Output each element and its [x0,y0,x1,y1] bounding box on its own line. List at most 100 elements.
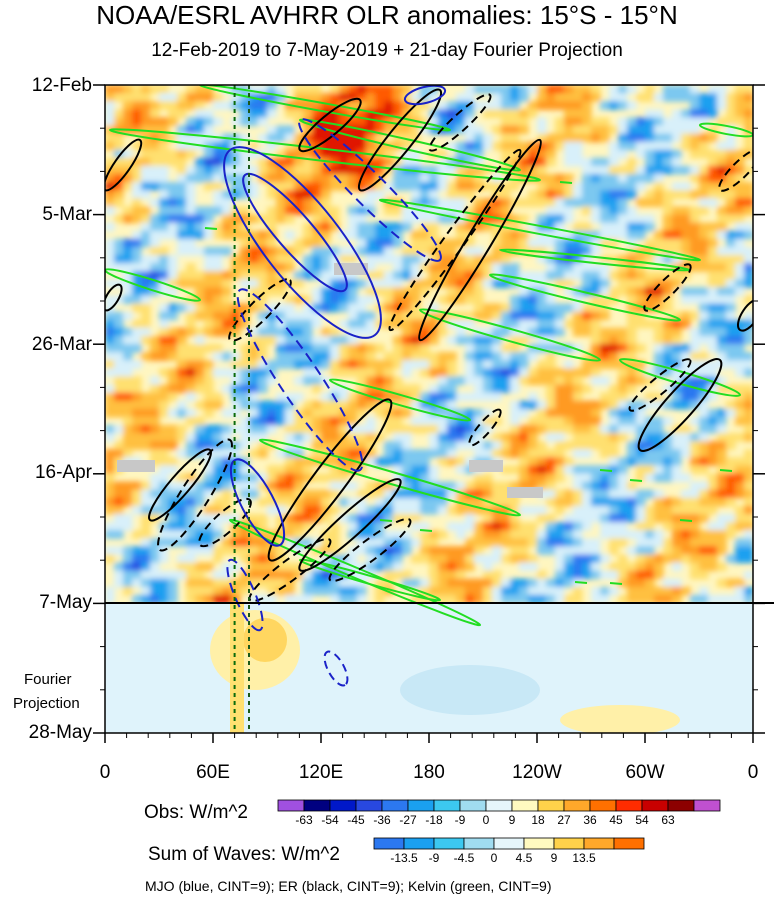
missing-block-3 [507,487,543,498]
wavTicks-label-2: -4.5 [453,851,475,865]
kelvin-contour-8 [258,438,522,517]
wavBar-box-4 [493,837,525,850]
obsTicks-label-4: -27 [399,813,417,827]
er-contour-15 [468,408,502,447]
kelvin-contour-11 [298,558,442,602]
obsBar-box-2 [329,799,357,812]
wavBar-box-3 [463,837,495,850]
obsBar-box-7 [459,799,487,812]
wavTicks-label-6: 13.5 [572,851,596,865]
waves-colorbar [373,837,645,850]
kelvin-contour-6 [489,273,681,322]
er-contour-11 [267,398,393,562]
missing-data-blocks [117,263,543,498]
mjo-contour-5 [226,558,264,632]
er-contour-16 [248,537,332,603]
x-label-180: 180 [413,762,445,783]
obsBar-box-1 [303,799,331,812]
obsBar-box-6 [433,799,461,812]
obsBar-box-4 [381,799,409,812]
er-contour-8 [718,148,753,192]
y-label-12-feb: 12-Feb [31,75,92,96]
wavTicks-label-3: 0 [490,851,498,865]
waves-colorbar-title: Sum of Waves: W/m^2 [148,844,340,865]
kelvin-dash-9 [679,519,693,522]
kelvin-contour-0 [109,128,541,182]
wavBar-box-7 [583,837,615,850]
obsBar-box-12 [589,799,617,812]
kelvin-dash-1 [599,469,613,472]
obsBar-box-10 [537,799,565,812]
wavBar-box-0 [373,837,405,850]
projection-label-2: Projection [13,695,80,712]
obs-anomaly-field [105,85,753,604]
obsTicks-label-9: 18 [531,813,545,827]
kelvin-contours [105,85,753,627]
obsTicks-label-11: 36 [583,813,597,827]
er-contour-10 [148,448,212,522]
er-contour-2 [357,88,443,192]
kelvin-dash-3 [419,529,433,532]
er-contour-13 [328,517,412,583]
obsTicks-label-7: 0 [482,813,490,827]
kelvin-dash-6 [574,581,588,584]
y-label-26-mar: 26-Mar [31,334,92,355]
mjo-contour-2 [236,288,364,472]
y-label-28-may: 28-May [28,722,92,743]
kelvin-dash-2 [629,479,643,482]
x-label-120e: 120E [298,762,344,783]
mjo-contour-3 [298,118,442,262]
wavBar-box-6 [553,837,585,850]
er-contour-0 [418,138,542,342]
obsBar-box-5 [407,799,435,812]
kelvin-dash-0 [559,181,573,184]
obsBar-box-8 [485,799,513,812]
obsTicks-label-10: 27 [557,813,571,827]
er-contour-9 [157,438,233,552]
er-contour-3 [428,93,492,152]
kelvin-dash-8 [719,469,733,472]
obsTicks-label-0: -63 [295,813,313,827]
er-contour-6 [643,263,692,312]
er-contour-17 [298,97,362,153]
er-contour-7 [737,298,753,332]
kelvin-dash-7 [609,582,623,585]
er-contour-4 [637,358,723,452]
obsBar-box-11 [563,799,591,812]
kelvin-dash-5 [204,227,218,230]
kelvin-contour-7 [618,358,742,397]
legend-footer: MJO (blue, CINT=9); ER (black, CINT=9); … [145,878,552,894]
er-contours [105,88,753,603]
er-contour-18 [228,278,292,342]
mjo-contour-6 [323,650,349,687]
kelvin-contour-5 [418,308,602,362]
obsBar-box-3 [355,799,383,812]
wavBar-box-2 [433,837,465,850]
wavTicks-label-0: -13.5 [390,851,418,865]
obsTicks-label-6: -9 [454,813,466,827]
y-label-5-mar: 5-Mar [42,204,92,225]
er-contour-14 [198,497,252,548]
obsBar-box-0 [277,799,305,812]
obsTicks-label-2: -45 [347,813,365,827]
wavTicks-label-4: 4.5 [515,851,533,865]
kelvin-dash-4 [379,519,393,522]
mjo-contours [223,85,447,687]
chart-title: NOAA/ESRL AVHRR OLR anomalies: 15°S - 15… [96,0,678,30]
kelvin-contour-10 [228,518,482,627]
x-label-60w: 60W [625,762,665,783]
obsTicks-label-12: 45 [609,813,623,827]
er-contour-1 [388,148,522,332]
x-label-120w: 120W [512,762,562,783]
obsTicks-label-3: -36 [373,813,391,827]
x-label-0-end: 0 [747,762,759,783]
chart-subtitle: 12-Feb-2019 to 7-May-2019 + 21-day Fouri… [151,40,623,61]
kelvin-contour-3 [298,118,522,172]
obsTicks-label-13: 54 [635,813,649,827]
wavBar-box-5 [523,837,555,850]
obsBar-box-15 [667,799,695,812]
obsBar-box-14 [641,799,669,812]
kelvin-contour-4 [378,198,702,262]
kelvin-contour-9 [328,378,472,422]
